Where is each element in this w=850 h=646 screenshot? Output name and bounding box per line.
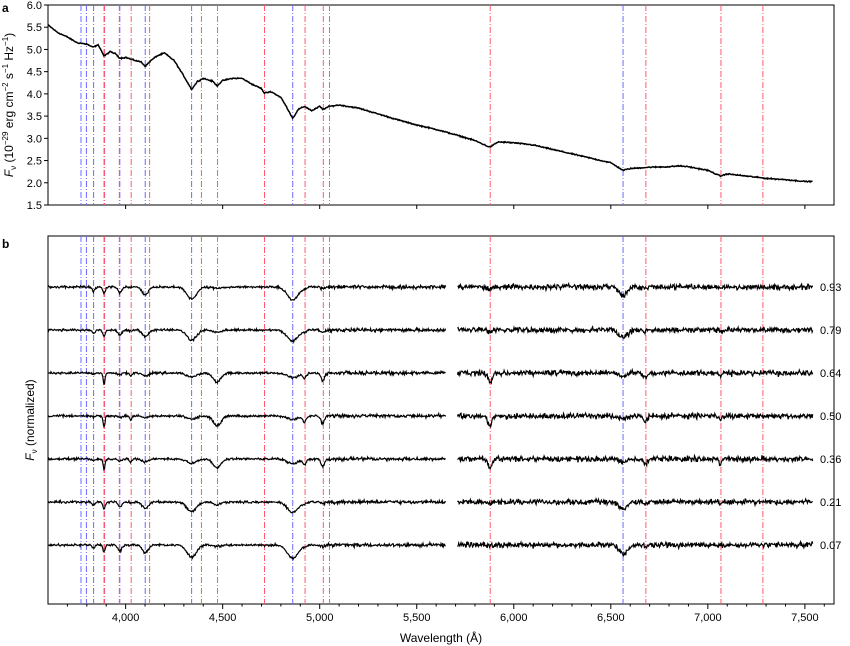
y-tick-label: 3.5 bbox=[27, 111, 42, 123]
x-tick-label: 5,500 bbox=[403, 612, 431, 624]
phase-label: 0.07 bbox=[820, 540, 841, 552]
spectrum-line-red-segment bbox=[456, 367, 814, 385]
phase-label: 0.50 bbox=[820, 411, 841, 423]
panel-a-y-axis-title: Fν (10−29 erg cm−2 s−1 Hz−1) bbox=[1, 33, 18, 177]
y-tick-label: 4.5 bbox=[27, 67, 42, 79]
panel-b-reference-lines bbox=[80, 236, 764, 604]
panel-b-frame bbox=[47, 235, 835, 605]
spectrum-line-red-segment bbox=[457, 539, 814, 557]
x-tick-label: 4,500 bbox=[209, 612, 237, 624]
y-tick-label: 2.0 bbox=[27, 178, 42, 190]
panel-a-frame bbox=[47, 4, 835, 206]
panel-b-phase-labels: 0.93 0.79 0.64 0.50 0.36 0.21 0.07 bbox=[820, 282, 841, 552]
phase-label: 0.21 bbox=[820, 497, 841, 509]
x-tick-label: 5,000 bbox=[306, 612, 334, 624]
y-tick-label: 4.0 bbox=[27, 89, 42, 101]
y-tick-label: 6.0 bbox=[27, 0, 42, 12]
spectrum-line-blue-segment bbox=[47, 540, 446, 561]
x-axis-title: Wavelength (Å) bbox=[400, 630, 482, 645]
phase-label: 0.79 bbox=[820, 325, 841, 337]
phase-label: 0.36 bbox=[820, 454, 841, 466]
x-tick-label: 6,500 bbox=[597, 612, 625, 624]
x-tick-label: 7,500 bbox=[791, 612, 819, 624]
panel-b-y-axis-title: Fν (normalized) bbox=[23, 379, 39, 460]
y-tick-label: 1.5 bbox=[27, 200, 42, 212]
panel-a-spectrum-line bbox=[48, 24, 813, 184]
x-tick-label: 4,000 bbox=[112, 612, 140, 624]
panel-a-reference-lines bbox=[80, 5, 764, 205]
spectrum-line-blue-segment bbox=[47, 326, 447, 344]
y-tick-label: 5.0 bbox=[27, 44, 42, 56]
spectrum-line-blue-segment bbox=[47, 283, 447, 301]
spectrum-line-red-segment bbox=[456, 411, 814, 429]
x-tick-label: 7,000 bbox=[694, 612, 722, 624]
y-tick-label: 5.5 bbox=[27, 22, 42, 34]
panel-b-letter: b bbox=[2, 237, 9, 251]
y-tick-label: 2.5 bbox=[27, 156, 42, 168]
phase-label: 0.64 bbox=[820, 368, 841, 380]
spectrum-line-blue-segment bbox=[47, 369, 446, 386]
spectrum-line-blue-segment bbox=[47, 497, 447, 514]
spectrum-line-blue-segment bbox=[47, 411, 447, 428]
panel-a-letter: a bbox=[2, 1, 9, 15]
phase-label: 0.93 bbox=[820, 282, 841, 294]
spectrum-line-red-segment bbox=[457, 281, 814, 299]
spectrum-line-blue-segment bbox=[47, 455, 446, 472]
x-tick-label: 6,000 bbox=[500, 612, 528, 624]
spectrum-line-red-segment bbox=[457, 496, 813, 511]
panel-b-spectra bbox=[47, 281, 814, 561]
x-axis: 4,000 4,500 5,000 5,500 6,000 6,500 7,000 7,500 bbox=[66, 205, 825, 624]
spectrum-line-red-segment bbox=[457, 324, 814, 340]
y-tick-label: 3.0 bbox=[27, 133, 42, 145]
panel-a-y-axis: 1.5 2.0 2.5 3.0 3.5 4.0 4.5 5.0 5.5 6.0 bbox=[27, 0, 48, 212]
spectrum-line-red-segment bbox=[457, 453, 814, 471]
